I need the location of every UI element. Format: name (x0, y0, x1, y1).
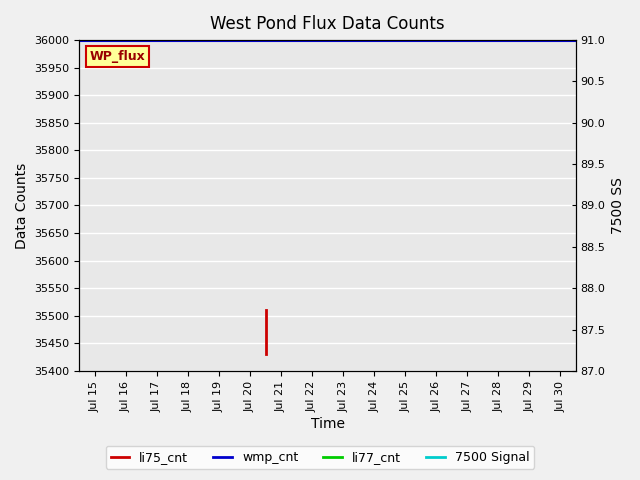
Y-axis label: Data Counts: Data Counts (15, 162, 29, 249)
Legend: li75_cnt, wmp_cnt, li77_cnt, 7500 Signal: li75_cnt, wmp_cnt, li77_cnt, 7500 Signal (106, 446, 534, 469)
X-axis label: Time: Time (310, 418, 344, 432)
Text: WP_flux: WP_flux (90, 50, 145, 63)
Y-axis label: 7500 SS: 7500 SS (611, 177, 625, 234)
Title: West Pond Flux Data Counts: West Pond Flux Data Counts (211, 15, 445, 33)
